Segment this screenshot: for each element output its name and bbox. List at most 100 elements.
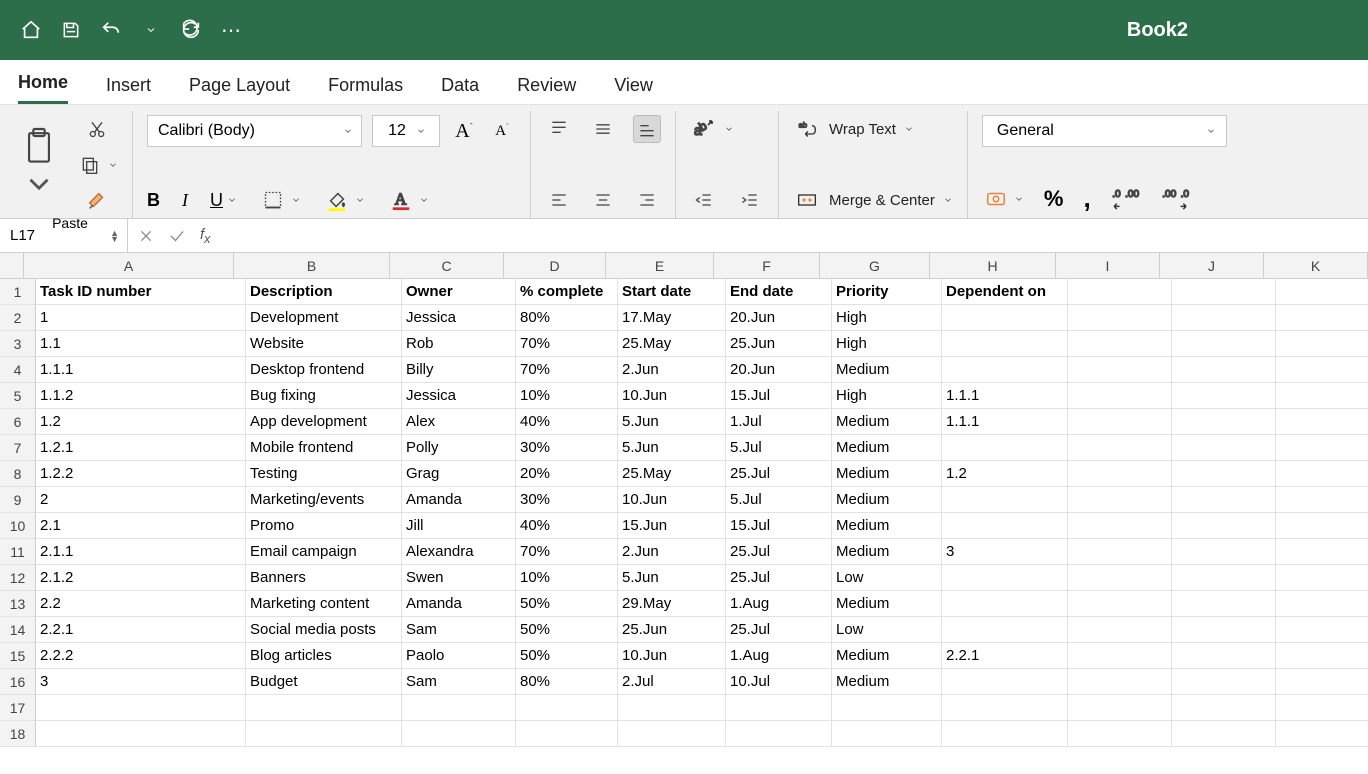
column-header[interactable]: D <box>504 253 606 279</box>
data-cell[interactable]: 5.Jun <box>618 565 726 591</box>
data-cell[interactable]: Testing <box>246 461 402 487</box>
data-cell[interactable]: Amanda <box>402 487 516 513</box>
data-cell[interactable] <box>942 565 1068 591</box>
data-cell[interactable] <box>1276 383 1368 409</box>
data-cell[interactable] <box>246 695 402 721</box>
formula-input[interactable] <box>224 219 1358 252</box>
data-cell[interactable]: High <box>832 331 942 357</box>
data-cell[interactable] <box>1172 669 1276 695</box>
data-cell[interactable]: 15.Jun <box>618 513 726 539</box>
data-cell[interactable] <box>1172 591 1276 617</box>
undo-dropdown-icon[interactable] <box>140 19 162 41</box>
data-cell[interactable] <box>1276 513 1368 539</box>
row-header[interactable]: 18 <box>0 721 36 747</box>
data-cell[interactable] <box>1276 435 1368 461</box>
header-cell[interactable]: Start date <box>618 279 726 305</box>
data-cell[interactable]: Sam <box>402 669 516 695</box>
name-box-spinner[interactable]: ▲▼ <box>110 230 119 242</box>
data-cell[interactable]: Promo <box>246 513 402 539</box>
chevron-down-icon[interactable] <box>943 195 953 205</box>
data-cell[interactable]: Medium <box>832 487 942 513</box>
cut-icon[interactable] <box>76 115 118 143</box>
data-cell[interactable]: 30% <box>516 435 618 461</box>
decrease-decimal-icon[interactable]: .00.0 <box>1161 185 1191 213</box>
wrap-text-label[interactable]: Wrap Text <box>829 121 896 138</box>
header-cell[interactable]: Priority <box>832 279 942 305</box>
data-cell[interactable]: Blog articles <box>246 643 402 669</box>
row-header[interactable]: 1 <box>0 279 36 305</box>
data-cell[interactable]: Alex <box>402 409 516 435</box>
data-cell[interactable]: Medium <box>832 591 942 617</box>
data-cell[interactable] <box>1172 643 1276 669</box>
header-cell[interactable]: Task ID number <box>36 279 246 305</box>
copy-icon[interactable] <box>76 151 104 179</box>
data-cell[interactable]: 1.2 <box>942 461 1068 487</box>
data-cell[interactable]: 10.Jun <box>618 383 726 409</box>
data-cell[interactable]: 25.Jul <box>726 461 832 487</box>
redo-icon[interactable] <box>180 19 202 41</box>
align-bottom-icon[interactable] <box>633 115 661 143</box>
data-cell[interactable]: Medium <box>832 357 942 383</box>
wrap-text-icon[interactable]: ab <box>793 115 821 143</box>
data-cell[interactable]: 10% <box>516 383 618 409</box>
data-cell[interactable] <box>942 721 1068 747</box>
chevron-down-icon[interactable] <box>724 124 734 134</box>
data-cell[interactable]: Alexandra <box>402 539 516 565</box>
data-cell[interactable]: Social media posts <box>246 617 402 643</box>
align-middle-icon[interactable] <box>589 115 617 143</box>
data-cell[interactable]: 2.Jun <box>618 357 726 383</box>
data-cell[interactable]: Low <box>832 617 942 643</box>
paste-button[interactable] <box>22 126 62 204</box>
data-cell[interactable] <box>516 695 618 721</box>
row-header[interactable]: 15 <box>0 643 36 669</box>
align-center-icon[interactable] <box>589 186 617 214</box>
data-cell[interactable] <box>726 695 832 721</box>
data-cell[interactable]: 50% <box>516 591 618 617</box>
data-cell[interactable] <box>1068 305 1172 331</box>
data-cell[interactable]: 25.May <box>618 331 726 357</box>
data-cell[interactable] <box>942 695 1068 721</box>
data-cell[interactable]: Jessica <box>402 383 516 409</box>
align-left-icon[interactable] <box>545 186 573 214</box>
row-header[interactable]: 9 <box>0 487 36 513</box>
data-cell[interactable]: Low <box>832 565 942 591</box>
data-cell[interactable]: Jessica <box>402 305 516 331</box>
data-cell[interactable] <box>1172 331 1276 357</box>
chevron-down-icon[interactable] <box>108 160 118 170</box>
data-cell[interactable]: 25.Jun <box>726 331 832 357</box>
data-cell[interactable] <box>1172 383 1276 409</box>
data-cell[interactable]: 15.Jul <box>726 383 832 409</box>
merge-center-label[interactable]: Merge & Center <box>829 192 935 209</box>
data-cell[interactable]: High <box>832 305 942 331</box>
cells-area[interactable]: Task ID numberDescriptionOwner% complete… <box>36 279 1368 747</box>
data-cell[interactable]: 5.Jul <box>726 487 832 513</box>
data-cell[interactable]: 5.Jun <box>618 435 726 461</box>
confirm-icon[interactable] <box>168 227 186 245</box>
data-cell[interactable] <box>942 357 1068 383</box>
data-cell[interactable]: 1.1.1 <box>36 357 246 383</box>
data-cell[interactable] <box>942 591 1068 617</box>
increase-decimal-icon[interactable]: .0.00 <box>1111 185 1141 213</box>
data-cell[interactable]: Desktop frontend <box>246 357 402 383</box>
header-cell[interactable]: Owner <box>402 279 516 305</box>
data-cell[interactable] <box>1172 409 1276 435</box>
row-header[interactable]: 5 <box>0 383 36 409</box>
data-cell[interactable] <box>1172 617 1276 643</box>
row-header[interactable]: 3 <box>0 331 36 357</box>
data-cell[interactable] <box>1068 513 1172 539</box>
data-cell[interactable]: Medium <box>832 669 942 695</box>
data-cell[interactable]: 5.Jul <box>726 435 832 461</box>
data-cell[interactable]: 1.1.1 <box>942 383 1068 409</box>
data-cell[interactable]: 2.2.1 <box>36 617 246 643</box>
data-cell[interactable]: Swen <box>402 565 516 591</box>
data-cell[interactable]: 50% <box>516 617 618 643</box>
data-cell[interactable]: 20.Jun <box>726 357 832 383</box>
column-header[interactable]: C <box>390 253 504 279</box>
data-cell[interactable]: 10.Jun <box>618 487 726 513</box>
data-cell[interactable]: Mobile frontend <box>246 435 402 461</box>
shrink-font-icon[interactable]: Aˇ <box>488 117 516 145</box>
data-cell[interactable]: 2.1.2 <box>36 565 246 591</box>
header-cell[interactable]: Description <box>246 279 402 305</box>
data-cell[interactable]: 25.Jul <box>726 539 832 565</box>
data-cell[interactable]: Email campaign <box>246 539 402 565</box>
